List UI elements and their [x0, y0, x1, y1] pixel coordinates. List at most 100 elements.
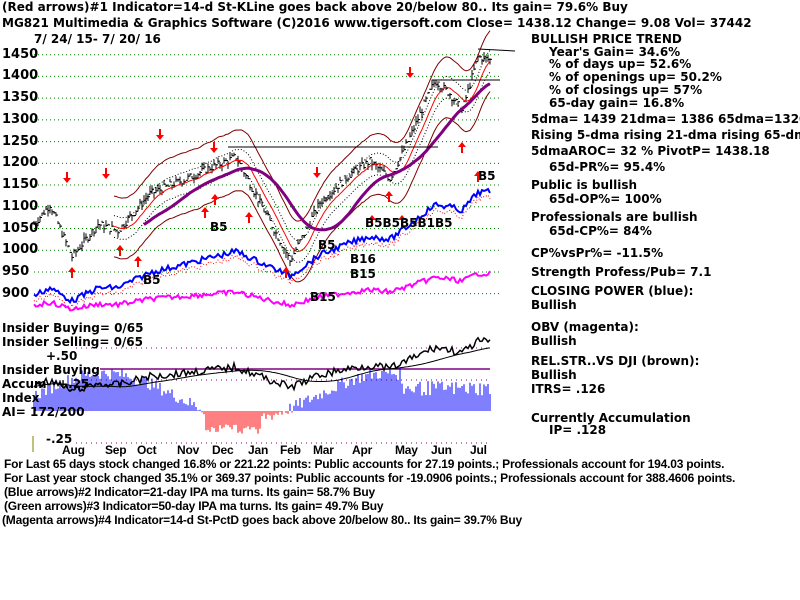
y-tick-label: 1150 [2, 177, 39, 193]
lower-inner-band [113, 71, 491, 263]
x-tick-label: Feb [280, 443, 301, 457]
signal-label: B15 [350, 267, 376, 281]
rising-dma: Rising 5-dma rising 21-dma rising 65-dma [531, 128, 800, 142]
ma65-line [143, 82, 491, 232]
y-tick-label: 1250 [2, 133, 39, 149]
red-arrow-head-icon [102, 174, 110, 179]
header-indicator-1: (Red arrows)#1 Indicator=14-d St-KLine g… [2, 0, 628, 14]
x-tick-label: Oct [137, 443, 157, 457]
obv-state: Bullish [531, 334, 577, 348]
date-range: 7/ 24/ 15- 7/ 20/ 16 [34, 32, 161, 46]
y-tick-label: 900 [2, 285, 30, 301]
op-percent: 65d-OP%= 100% [549, 192, 662, 206]
header-title: MG821 Multimedia & Graphics Software (C)… [2, 16, 752, 30]
public-state: Public is bullish [531, 178, 638, 192]
minus25-label: -.25 [46, 432, 73, 446]
red-arrow-head-icon [63, 178, 71, 183]
red-arrow-head-icon [210, 148, 218, 153]
y-tick-label: 1200 [2, 155, 39, 171]
trend-title: BULLISH PRICE TREND [531, 32, 682, 46]
relative-strength-line [33, 336, 491, 393]
obv-line [33, 270, 491, 312]
footer-indicator-2: (Blue arrows)#2 Indicator=21-day IPA ma … [4, 485, 375, 499]
signal-label: B5 [143, 273, 161, 287]
insider-buying: Insider Buying= 0/65 [2, 321, 144, 335]
closing-power-title: CLOSING POWER (blue): [531, 284, 694, 298]
red-arrow-head-icon [156, 135, 164, 140]
red-arrow-head-icon [116, 245, 124, 250]
y-tick-label: 1100 [2, 198, 39, 214]
relstr-title: REL.STR..VS DJI (brown): [531, 354, 700, 368]
x-tick-label: Aug [62, 443, 85, 457]
ai-label: AI= 172/200 [2, 405, 85, 419]
strength-ratio: Strength Profess/Pub= 7.1 [531, 265, 712, 279]
y-tick-label: 1050 [2, 220, 39, 236]
aroc-pivot: 5dmaAROC= 32 % PivotP= 1438.18 [531, 144, 770, 158]
closing-power-line [33, 187, 491, 305]
red-arrow-head-icon [406, 73, 414, 78]
y-tick-label: 1450 [2, 46, 39, 62]
pros-state: Professionals are bullish [531, 210, 698, 224]
x-tick-label: Jun [431, 443, 452, 457]
y-tick-label: 950 [2, 263, 30, 279]
insider-buying-label: Insider Buying [2, 363, 100, 377]
signal-label: B15 [310, 290, 336, 304]
dma-values: 5dma= 1439 21dma= 1386 65dma=1320 [531, 112, 800, 126]
signal-label: B16 [350, 252, 376, 266]
red-arrow-head-icon [474, 171, 482, 176]
x-tick-label: Jul [470, 443, 487, 457]
signal-label: B5 [478, 169, 496, 183]
x-tick-label: Nov [177, 443, 200, 457]
footer-indicator-4: (Magenta arrows)#4 Indicator=14-d St-Pct… [2, 513, 522, 527]
red-arrow-head-icon [201, 207, 209, 212]
red-arrow-head-icon [282, 267, 290, 272]
footer-65day: For Last 65 days stock changed 16.8% or … [4, 457, 725, 471]
ma21-line [113, 60, 491, 253]
x-tick-label: Jan [248, 443, 269, 457]
gain-65: 65-day gain= 16.8% [549, 96, 685, 110]
signal-label: B5 [210, 220, 228, 234]
days-up: % of days up= 52.6% [549, 57, 692, 71]
y-tick-label: 1300 [2, 111, 39, 127]
cp-percent: 65d-CP%= 84% [549, 224, 652, 238]
x-tick-label: May [395, 443, 418, 457]
red-arrow-head-icon [68, 267, 76, 272]
x-tick-label: Dec [212, 443, 234, 457]
resistance-line-3 [477, 48, 516, 52]
itrs-value: ITRS= .126 [531, 382, 606, 396]
x-tick-label: Mar [313, 443, 334, 457]
upper-band [113, 30, 491, 222]
x-tick-label: Sep [105, 443, 127, 457]
footer-indicator-3: (Green arrows)#3 Indicator=50-day IPA ma… [4, 499, 384, 513]
plus50-label: +.50 [46, 349, 78, 363]
signal-label: B5 [318, 238, 336, 252]
red-arrow-head-icon [313, 173, 321, 178]
y-tick-label: 1000 [2, 242, 39, 258]
plus25-label: +.25 [58, 377, 90, 391]
openings-up: % of openings up= 50.2% [549, 70, 722, 84]
closings-up: % of closings up= 57% [549, 83, 703, 97]
accum-state: Currently Accumulation [531, 411, 691, 425]
ip-value: IP= .128 [549, 423, 607, 437]
red-arrow-head-icon [134, 256, 142, 261]
footer-year: For Last year stock changed 35.1% or 369… [4, 471, 736, 485]
obv-title: OBV (magenta): [531, 320, 639, 334]
red-arrow-head-icon [368, 215, 376, 220]
closing-power-ma [33, 194, 491, 310]
relstr-state: Bullish [531, 368, 577, 382]
pr-percent: 65d-PR%= 95.4% [549, 160, 666, 174]
upper-inner-band [113, 50, 491, 242]
insider-selling: Insider Selling= 0/65 [2, 335, 144, 349]
cp-vs-pr: CP%vsPr%= -11.5% [531, 246, 664, 260]
red-arrow-head-icon [385, 191, 393, 196]
accum-ma-line [33, 347, 491, 388]
red-arrow-head-icon [398, 215, 406, 220]
x-tick-label: Apr [352, 443, 373, 457]
index-label: Index [2, 391, 40, 405]
accum-label: Accum [2, 377, 47, 391]
red-arrow-head-icon [458, 142, 466, 147]
signal-label: B5B5B5B1B5 [365, 216, 453, 230]
red-arrow-head-icon [245, 212, 253, 217]
red-arrow-head-icon [211, 194, 219, 199]
